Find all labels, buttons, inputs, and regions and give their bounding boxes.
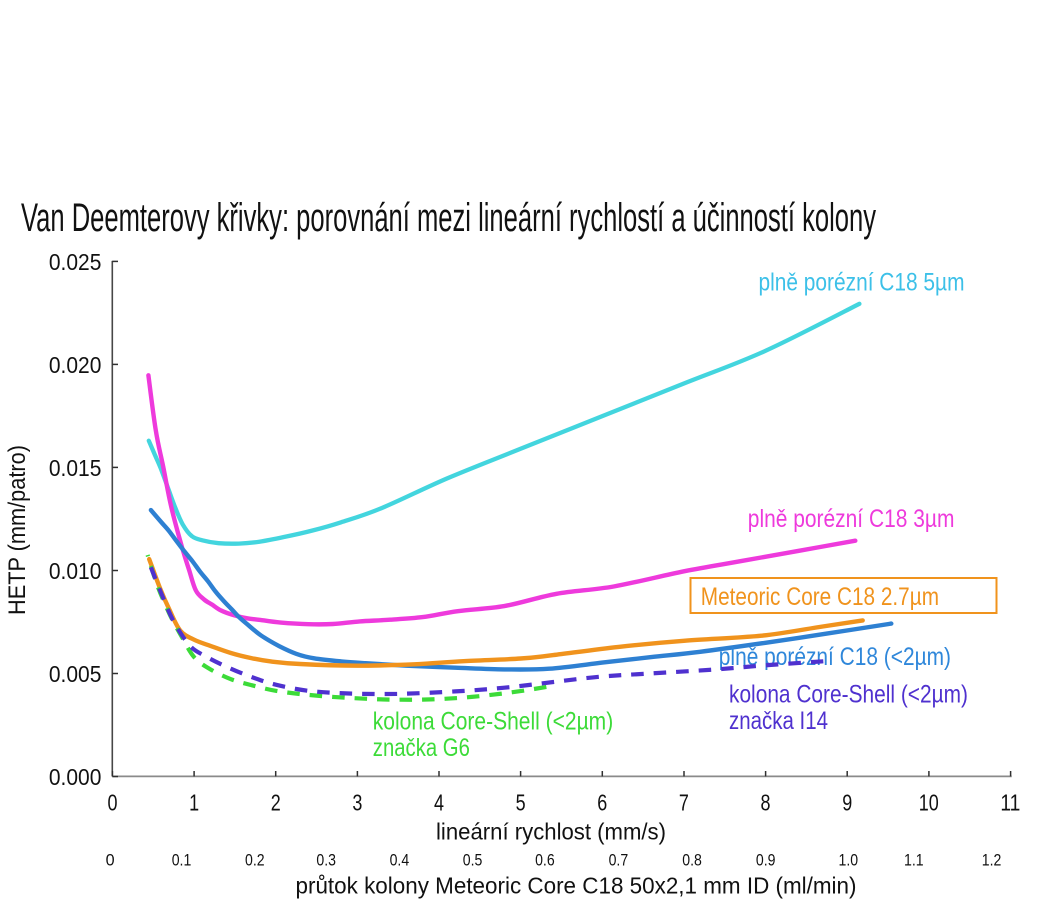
svg-text:0.6: 0.6	[535, 851, 555, 870]
svg-text:3: 3	[352, 790, 362, 816]
svg-text:HETP (mm/patro): HETP (mm/patro)	[4, 445, 31, 615]
svg-text:plně porézní C18 5µm: plně porézní C18 5µm	[759, 269, 965, 297]
svg-text:Van Deemterovy křivky: porovná: Van Deemterovy křivky: porovnání mezi li…	[21, 196, 876, 240]
svg-text:5: 5	[516, 790, 526, 816]
svg-text:2: 2	[271, 790, 281, 816]
svg-text:značka G6: značka G6	[373, 734, 470, 762]
svg-text:0.7: 0.7	[609, 851, 629, 870]
svg-text:0.025: 0.025	[49, 249, 102, 275]
svg-text:0.3: 0.3	[316, 851, 336, 870]
svg-text:kolona Core-Shell (<2µm): kolona Core-Shell (<2µm)	[729, 681, 968, 709]
svg-text:7: 7	[679, 790, 689, 816]
svg-text:průtok kolony Meteoric Core C1: průtok kolony Meteoric Core C18 50x2,1 m…	[296, 873, 857, 899]
svg-text:8: 8	[761, 790, 771, 816]
svg-text:0.2: 0.2	[245, 851, 265, 870]
svg-text:kolona Core-Shell (<2µm): kolona Core-Shell (<2µm)	[373, 708, 613, 736]
svg-text:0.1: 0.1	[172, 851, 192, 870]
svg-text:plně porézní C18 3µm: plně porézní C18 3µm	[748, 505, 955, 533]
svg-text:značka I14: značka I14	[729, 707, 828, 735]
svg-text:9: 9	[842, 790, 852, 816]
svg-text:plně porézní C18 (<2µm): plně porézní C18 (<2µm)	[719, 643, 951, 671]
svg-text:0.4: 0.4	[390, 851, 410, 870]
svg-text:Meteoric Core C18 2.7µm: Meteoric Core C18 2.7µm	[701, 583, 939, 611]
svg-text:1.2: 1.2	[982, 851, 1002, 870]
svg-text:10: 10	[919, 790, 939, 816]
svg-text:0.005: 0.005	[49, 661, 102, 687]
svg-text:0.010: 0.010	[49, 558, 102, 584]
svg-text:11: 11	[1000, 790, 1020, 816]
svg-text:1: 1	[189, 790, 199, 816]
svg-text:0.5: 0.5	[463, 851, 483, 870]
svg-text:0.015: 0.015	[49, 455, 102, 481]
svg-text:0.8: 0.8	[682, 851, 702, 870]
svg-text:1.1: 1.1	[904, 851, 924, 870]
svg-text:0.000: 0.000	[49, 764, 102, 790]
svg-text:6: 6	[597, 790, 607, 816]
svg-text:0: 0	[108, 790, 118, 816]
svg-text:0.9: 0.9	[756, 851, 776, 870]
svg-text:1.0: 1.0	[839, 851, 859, 870]
svg-text:4: 4	[434, 790, 444, 816]
svg-text:0: 0	[106, 851, 115, 870]
svg-text:lineární rychlost (mm/s): lineární rychlost (mm/s)	[436, 819, 666, 845]
svg-text:0.020: 0.020	[49, 352, 102, 378]
